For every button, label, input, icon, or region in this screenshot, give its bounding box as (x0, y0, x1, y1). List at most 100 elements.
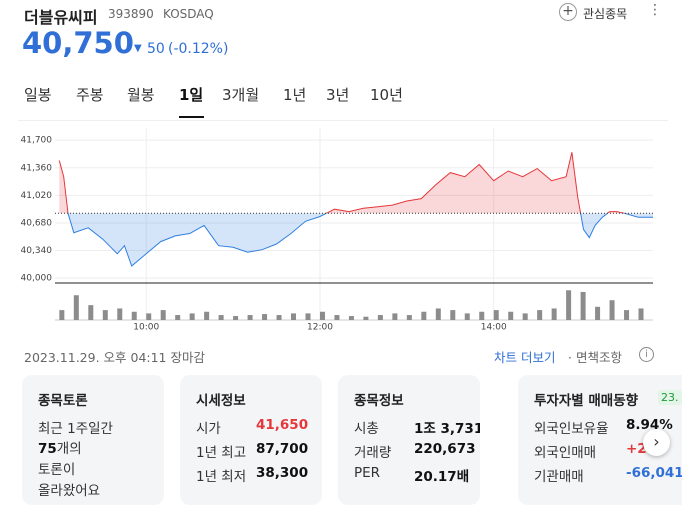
label: 시총 (354, 421, 379, 437)
down-arrow: ▼ (134, 43, 142, 54)
date: 2023.11.29. 오후 04:11 장마감 (24, 350, 205, 365)
volume-bar (522, 313, 528, 320)
volume-bar (73, 295, 79, 320)
change: 50 (147, 41, 165, 57)
y-tick-label: 41,700 (21, 136, 53, 146)
volume-bar (319, 311, 325, 320)
value: 87,700 (256, 441, 309, 457)
change-pct: (-0.12%) (168, 41, 229, 57)
tab[interactable]: 1년 (283, 86, 307, 104)
disclaimer-text: 면책조항 (575, 350, 622, 365)
volume-bar (146, 313, 152, 320)
label: 외국인보유율 (534, 421, 609, 437)
volume-bar (421, 311, 427, 320)
volume-bar (479, 311, 485, 320)
y-tick-label: 40,340 (21, 246, 53, 256)
info-icon[interactable]: i (639, 347, 654, 362)
volume-bar (493, 310, 499, 320)
chart-more[interactable]: 차트 더보기 (494, 350, 556, 365)
card-text: 올라왔어요 (38, 483, 101, 499)
card-title: 시세정보 (196, 393, 246, 409)
volume-bar (377, 315, 383, 320)
label: 기관매매 (534, 469, 584, 485)
info-row: 시가 41,650 (196, 417, 308, 437)
more-menu[interactable]: ⋮ (648, 2, 662, 18)
label: 1년 최고 (196, 445, 247, 461)
label: 거래량 (354, 445, 392, 461)
value: -66,041 (626, 465, 682, 481)
volume-bar (218, 315, 224, 320)
volume-bar (262, 314, 268, 320)
info-row: 시총 1조 3,731억 (354, 417, 480, 437)
price-line (58, 152, 626, 214)
discussion-card[interactable]: 종목토론 최근 1주일간 75개의 토론이 올라왔어요 (22, 375, 164, 505)
volume-bar (334, 315, 340, 320)
volume-bar (276, 315, 282, 320)
tab[interactable]: 일봉 (24, 86, 52, 104)
x-tick-label: 14:00 (481, 323, 507, 333)
volume-bar (131, 311, 137, 320)
volume-bar (406, 315, 412, 320)
volume-bar (580, 291, 586, 320)
tab[interactable]: 3개월 (222, 86, 260, 104)
value: 38,300 (256, 465, 309, 481)
next-button[interactable]: › (643, 429, 670, 456)
area (59, 152, 653, 214)
volume-bar (464, 313, 470, 320)
info-row: PER 20.17배 (354, 465, 469, 485)
y-tick-label: 40,680 (21, 218, 53, 228)
label: 시가 (196, 421, 221, 437)
price-line (67, 213, 653, 267)
y-tick-label: 41,020 (21, 191, 53, 201)
card-text: 토론이 (38, 462, 76, 478)
label: 외국인매매 (534, 445, 597, 461)
price: 40,750 (22, 26, 134, 60)
value: +2 (626, 441, 647, 457)
volume-bar (450, 310, 456, 320)
x-tick-label: 12:00 (307, 323, 333, 333)
volume-bar (59, 310, 65, 320)
badge: 23. (658, 390, 682, 405)
volume-bar (233, 316, 239, 320)
tab[interactable]: 월봉 (127, 86, 155, 104)
value: 20.17배 (414, 469, 470, 485)
plus-icon[interactable]: + (559, 3, 577, 21)
x-tick-label: 10:00 (133, 323, 159, 333)
volume-bar (102, 310, 108, 320)
divider (18, 120, 668, 121)
tab[interactable]: 10년 (370, 86, 403, 104)
volume-bar (160, 310, 166, 320)
market: KOSDAQ (163, 7, 214, 21)
tab-underline (179, 116, 204, 118)
disclaimer[interactable]: · 면책조항 (568, 350, 622, 365)
chart: 41,700 41,360 41,020 40,680 40,340 40,000 10:0… (21, 128, 653, 333)
volume-bar (609, 300, 615, 320)
tab[interactable]: 주봉 (76, 86, 104, 104)
tab[interactable]: 3년 (326, 86, 350, 104)
watch-button[interactable]: 관심종목 (583, 7, 628, 21)
card-title: 종목토론 (38, 393, 88, 409)
volume-bar (392, 313, 398, 320)
info-row: 외국인매매 +2 (534, 441, 647, 461)
volume-bar (363, 316, 369, 320)
volume-bar (305, 313, 311, 320)
info-row: 1년 최저 38,300 (196, 465, 308, 485)
tab[interactable]: 1일 (179, 86, 204, 104)
info-row: 1년 최고 87,700 (196, 441, 308, 461)
count: 75 (38, 441, 57, 457)
info-row: 외국인보유율 8.94% (534, 417, 673, 437)
volume-bar (624, 310, 630, 320)
card-text: 개의 (56, 441, 82, 457)
y-tick-label: 41,360 (21, 163, 53, 173)
volume-bar (247, 315, 253, 320)
label: 1년 최저 (196, 469, 247, 485)
stock-name: 더블유씨피 (24, 8, 98, 27)
page: 더블유씨피 393890 KOSDAQ + 관심종목 ⋮ 40,750 ▼ 50… (18, 2, 682, 505)
volume-bar (566, 290, 572, 320)
volume-bar (189, 313, 195, 320)
volume-bar (638, 308, 644, 320)
volume-bar (117, 308, 123, 320)
value: 41,650 (256, 417, 309, 433)
